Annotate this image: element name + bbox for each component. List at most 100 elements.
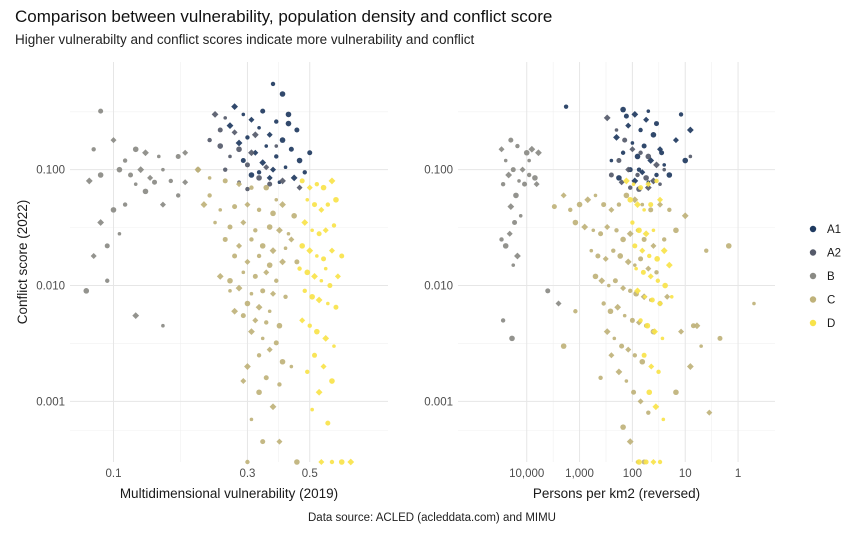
data-point-d [634,201,641,208]
data-point-b [175,153,181,159]
data-point-d [322,227,329,234]
data-point-a2 [616,158,622,164]
data-point-c [581,223,589,231]
data-point-b [509,335,515,342]
data-point-d [318,459,325,465]
data-point-a1 [620,106,626,113]
data-point-d [643,459,649,465]
data-point-b [528,145,536,153]
data-point-b [110,137,117,144]
data-point-c [681,212,689,220]
data-point-c [560,343,567,349]
data-point-a2 [231,129,238,136]
data-point-d [315,296,323,304]
data-point-b [83,288,90,294]
data-point-a2 [223,167,228,172]
data-point-c [264,320,269,325]
data-point-b [122,202,128,207]
data-point-a1 [666,172,673,178]
data-point-d [310,407,314,412]
data-point-a1 [307,150,313,156]
data-point-c [260,439,266,445]
data-point-d [316,231,322,237]
data-point-d [631,182,636,186]
data-point-d [638,318,643,323]
data-point-d [328,247,335,254]
data-point-b [555,300,562,307]
data-point-c [626,230,634,238]
data-point-d [669,294,674,299]
data-point-b [515,143,520,149]
data-point-b [533,181,540,188]
data-point-c [704,248,709,253]
data-point-b [98,108,104,114]
data-point-a1 [647,157,655,164]
data-point-a2 [645,153,652,160]
data-point-a1 [248,116,255,123]
data-point-c [269,247,277,255]
data-point-b [122,158,128,163]
data-point-d [655,278,661,283]
data-point-d [322,334,330,342]
data-point-a1 [235,139,243,147]
data-point-c [216,272,224,280]
data-point-c [650,242,657,249]
data-point-b [522,181,528,187]
data-point-b [517,179,521,183]
data-point-c [274,278,279,283]
data-point-d [661,417,666,422]
data-point-a1 [609,158,614,163]
data-point-b [182,179,189,186]
data-point-c [624,379,629,383]
data-point-c [693,322,701,330]
data-point-d [634,266,638,271]
data-point-a2 [635,172,640,178]
data-point-b [137,166,145,174]
data-point-a1 [274,154,279,159]
data-point-a1 [270,166,277,173]
data-point-a2 [608,172,614,178]
data-point-a1 [288,146,294,152]
data-point-a1 [245,135,250,140]
data-point-d [305,369,310,375]
data-point-c [631,196,639,204]
data-point-c [629,317,635,323]
data-point-c [608,352,615,359]
data-point-b [535,149,542,157]
data-point-c [615,368,623,376]
data-point-c [572,219,579,226]
right-panel: 10,000 1,000 100 10 1 0.001 0.010 0.100 Persons … [424,62,775,501]
data-point-c [664,293,671,300]
data-point-a2 [211,111,219,118]
data-point-c [617,253,624,259]
x-tick-label: 0.3 [239,468,255,480]
legend-label: A2 [827,248,841,260]
data-point-a2 [622,137,628,143]
y-tick-label: 0.010 [424,281,453,293]
data-point-c [277,382,282,387]
data-point-d [641,352,647,358]
legend: A1 A2 BCD [809,224,841,330]
data-point-d [660,336,665,341]
data-point-a1 [563,104,569,109]
data-point-c [227,277,233,284]
data-point-b [500,318,506,323]
data-point-c [276,226,283,234]
data-point-c [573,309,578,314]
data-point-a1 [259,159,267,167]
data-point-c [274,197,279,202]
data-point-c [606,283,611,288]
data-point-a2 [236,146,242,153]
chart-caption: Data source: ACLED (acleddata.com) and M… [308,512,556,524]
data-point-a1 [613,133,620,141]
data-point-c [266,262,273,268]
data-point-c [256,353,262,358]
x-tick-label: 1 [735,468,741,480]
data-point-d [649,297,655,303]
data-point-a1 [616,175,622,181]
data-point-d [632,243,638,249]
data-point-c [678,328,685,335]
x-tick-label: 100 [623,468,642,480]
data-point-d [651,228,656,233]
data-point-a2 [644,184,652,192]
